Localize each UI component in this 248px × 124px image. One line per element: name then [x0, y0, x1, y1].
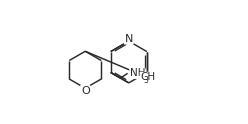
Text: O: O: [81, 86, 90, 96]
Text: NH: NH: [130, 68, 145, 78]
Text: O: O: [135, 68, 143, 78]
Text: N: N: [124, 34, 133, 44]
Text: CH: CH: [140, 72, 155, 82]
Text: 3: 3: [143, 76, 148, 85]
